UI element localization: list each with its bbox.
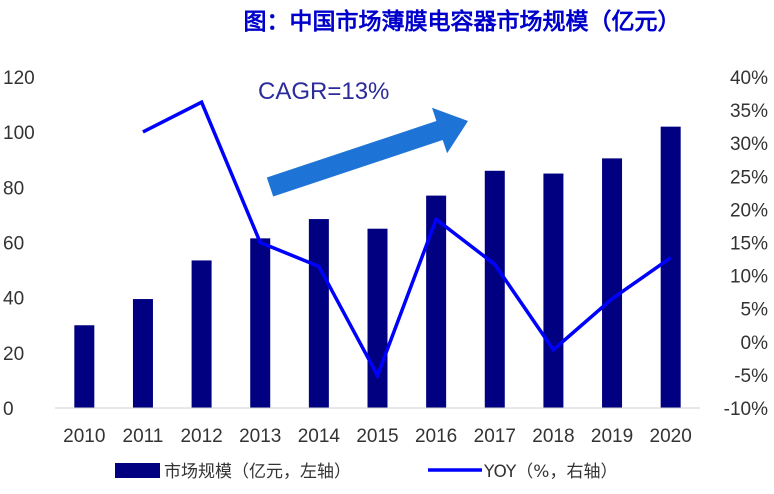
y-axis-left: 0 20 40 60 80 100 120 [3,68,35,420]
x-tick-label: 2014 [298,426,341,447]
y-right-tick-label: 20% [730,200,768,221]
y-left-tick-label: 120 [3,68,35,89]
x-tick-label: 2016 [415,426,457,447]
x-tick-label: 2015 [356,426,398,447]
legend: 市场规模（亿元，左轴） YOY（%，右轴） [115,462,617,482]
y-right-tick-label: 35% [730,101,768,122]
y-left-tick-label: 0 [3,399,14,420]
y-right-tick-label: 15% [730,234,768,255]
chart-title: 图：中国市场薄膜电容器市场规模（亿元） [243,8,681,35]
bar-2015 [367,228,388,408]
x-tick-label: 2011 [123,426,164,447]
yoy-line-series [142,99,672,380]
legend-bar-swatch [115,463,160,478]
bar-series [74,126,681,409]
bar-2011 [132,299,153,408]
cagr-arrow [266,107,468,197]
x-tick-label: 2020 [650,426,692,447]
y-left-tick-label: 80 [3,178,24,199]
y-right-tick-label: 5% [741,300,769,321]
bar-2017 [484,170,505,408]
y-right-tick-label: -10% [724,399,768,420]
y-right-tick-label: 30% [730,134,768,155]
y-left-tick-label: 40 [3,289,24,310]
legend-bar-label: 市场规模（亿元，左轴） [164,462,351,482]
y-left-tick-label: 20 [3,344,24,365]
bar-2019 [602,158,623,408]
y-right-tick-label: 25% [730,167,768,188]
yoy-line [142,99,672,380]
bar-2010 [74,325,95,408]
x-tick-label: 2017 [474,426,516,447]
y-right-tick-label: 10% [730,267,768,288]
cagr-label: CAGR=13% [258,78,389,105]
x-tick-label: 2012 [180,426,222,447]
y-right-tick-label: 0% [741,333,769,354]
x-tick-label: 2013 [239,426,281,447]
bar-2012 [191,260,212,408]
y-left-tick-label: 60 [3,234,24,255]
bar-2020 [660,126,681,409]
x-tick-label: 2019 [591,426,633,447]
y-right-tick-label: -5% [734,366,768,387]
bar-2018 [543,173,564,408]
x-axis: 2010 2011 2012 2013 2014 2015 2016 2017 2018 2019… [55,407,700,447]
x-tick-label: 2010 [63,426,105,447]
cagr-annotation: CAGR=13% [258,78,468,197]
x-tick-label: 2018 [532,426,574,447]
y-axis-right: -10% -5% 0% 5% 10% 15% 20% 25% 30% 35% 40% [724,68,768,420]
bar-2016 [426,195,447,408]
y-right-tick-label: 40% [730,68,768,89]
legend-line-label: YOY（%，右轴） [483,462,617,482]
y-left-tick-label: 100 [3,123,35,144]
bar-2014 [308,219,329,408]
bar-2013 [250,238,271,408]
